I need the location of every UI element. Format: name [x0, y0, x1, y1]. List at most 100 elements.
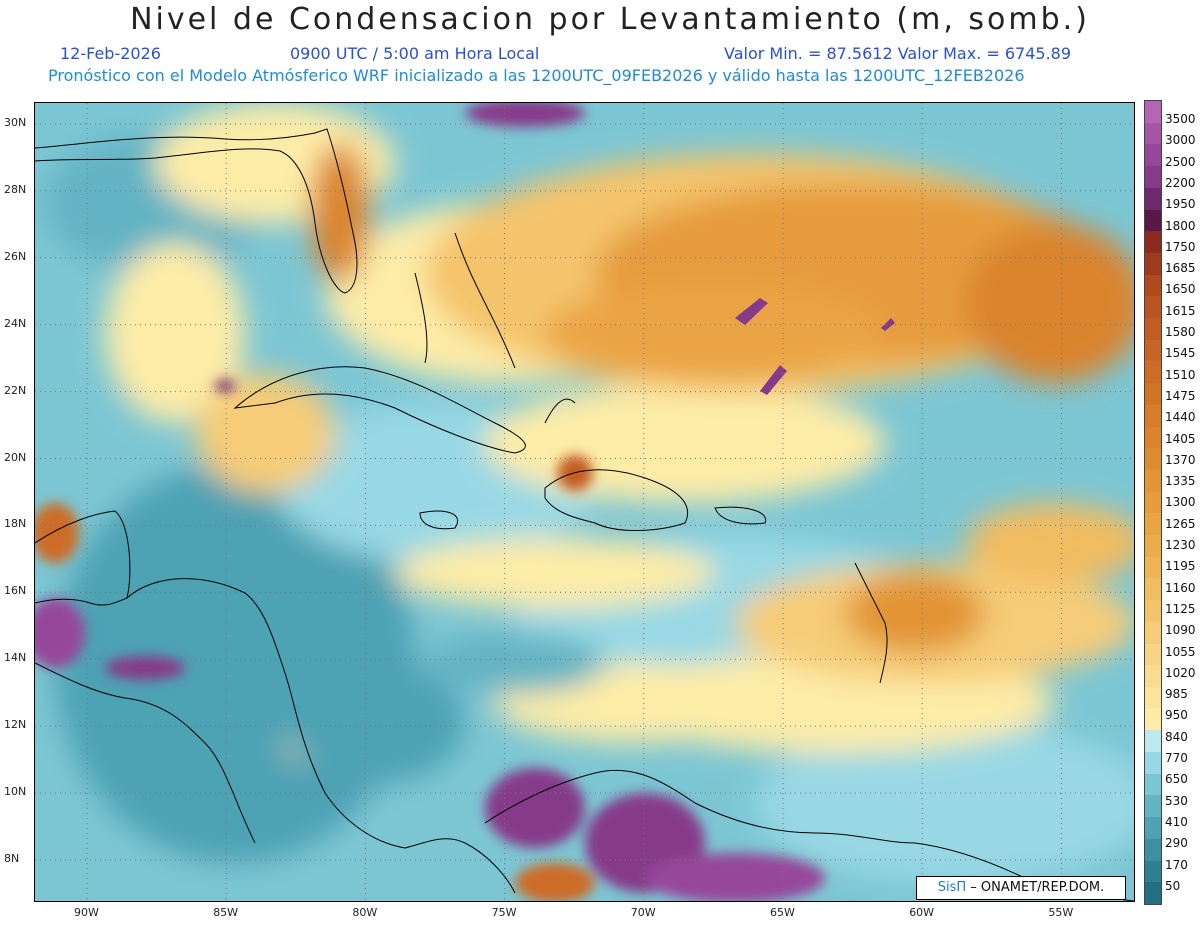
lat-label: 30N — [4, 116, 27, 129]
time-label: 0900 UTC / 5:00 am Hora Local — [290, 44, 540, 63]
colorbar-label: 1230 — [1165, 538, 1196, 552]
credit-box: SisΠ – ONAMET/REP.DOM. — [916, 876, 1126, 900]
colorbar-segment — [1145, 882, 1161, 905]
colorbar-label: 1475 — [1165, 388, 1196, 403]
colorbar-label: 1650 — [1165, 282, 1196, 297]
colorbar — [1144, 100, 1162, 905]
colorbar-segment — [1145, 404, 1161, 428]
colorbar-segment — [1145, 318, 1161, 341]
lcl-extremes — [35, 103, 825, 901]
colorbar-label: 1055 — [1165, 644, 1196, 659]
colorbar-segment — [1145, 795, 1161, 818]
patch-b — [760, 365, 787, 395]
colorbar-label: 1750 — [1165, 239, 1196, 254]
colorbar-label: 2500 — [1165, 154, 1196, 169]
colorbar-label: 2200 — [1165, 175, 1196, 190]
date-label: 12-Feb-2026 — [60, 44, 161, 63]
colorbar-segment — [1145, 578, 1161, 601]
colorbar-segment — [1145, 296, 1161, 319]
colorbar-segment — [1145, 773, 1161, 796]
colorbar-label: 1335 — [1165, 474, 1196, 489]
colorbar-label: 650 — [1165, 772, 1188, 787]
colorbar-label: 1545 — [1165, 346, 1196, 361]
colorbar-segment — [1145, 817, 1161, 840]
colorbar-segment — [1145, 166, 1161, 189]
colorbar-label: 410 — [1165, 814, 1188, 829]
colorbar-segment — [1145, 491, 1161, 514]
colorbar-label: 1370 — [1165, 452, 1196, 467]
colorbar-label: 3000 — [1165, 133, 1196, 148]
colorbar-segment — [1145, 730, 1161, 753]
minmax-label: Valor Min. = 87.5612 Valor Max. = 6745.8… — [724, 44, 1072, 63]
page-title: Nivel de Condensacion por Levantamiento … — [130, 2, 1090, 37]
colorbar-segment — [1145, 535, 1161, 558]
credit-brand: SisΠ — [937, 880, 967, 895]
colorbar-label: 1195 — [1165, 559, 1196, 574]
patch-c — [881, 318, 895, 331]
lat-label: 22N — [4, 383, 27, 397]
colorbar-segment — [1145, 122, 1161, 145]
colorbar-label: 1405 — [1165, 431, 1196, 446]
colorbar-label: 950 — [1165, 708, 1188, 723]
colorbar-label: 50 — [1165, 878, 1181, 893]
colorbar-label: 840 — [1165, 729, 1188, 744]
colorbar-segment — [1145, 621, 1161, 645]
lon-label: 75W — [491, 906, 517, 919]
colorbar-label: 1265 — [1165, 516, 1196, 531]
colorbar-segment — [1145, 144, 1161, 167]
colorbar-segment — [1145, 426, 1161, 449]
lat-label: 8N — [4, 851, 20, 865]
lon-label: 90W — [74, 906, 99, 919]
forecast-label: Pronóstico con el Modelo Atmósferico WRF… — [48, 66, 1025, 85]
colorbar-segment — [1145, 361, 1161, 384]
colorbar-label: 1440 — [1165, 410, 1196, 425]
lon-label: 55W — [1048, 906, 1074, 919]
lat-label: 12N — [4, 718, 27, 732]
colorbar-segment — [1145, 708, 1161, 731]
colorbar-segment — [1145, 448, 1161, 471]
map-panel — [34, 102, 1135, 902]
colorbar-label: 290 — [1165, 836, 1188, 851]
lon-label: 60W — [909, 906, 935, 919]
colorbar-segment — [1145, 231, 1161, 254]
graticule — [35, 103, 1134, 901]
lat-label: 16N — [4, 584, 27, 598]
colorbar-segment — [1145, 274, 1161, 297]
colorbar-label: 1950 — [1165, 197, 1196, 212]
lat-label: 24N — [4, 316, 27, 330]
patch-a — [735, 298, 768, 325]
colorbar-segment — [1145, 643, 1161, 666]
colorbar-label: 1300 — [1165, 495, 1196, 510]
colorbar-segment — [1145, 187, 1161, 210]
colorbar-label: 985 — [1165, 687, 1188, 702]
lat-label: 20N — [4, 450, 27, 464]
lat-label: 26N — [4, 249, 27, 263]
colorbar-segment — [1145, 252, 1161, 276]
colorbar-segment — [1145, 513, 1161, 536]
colorbar-segment — [1145, 556, 1161, 579]
colorbar-segment — [1145, 339, 1161, 362]
colorbar-label: 530 — [1165, 793, 1188, 808]
lat-label: 14N — [4, 651, 27, 665]
colorbar-segment — [1145, 383, 1161, 406]
lon-label: 85W — [213, 906, 239, 919]
lat-label: 28N — [4, 182, 27, 196]
colorbar-label: 1800 — [1165, 218, 1196, 233]
colorbar-label: 1615 — [1165, 303, 1196, 318]
colorbar-segment — [1145, 209, 1161, 232]
colorbar-segment — [1145, 665, 1161, 688]
lon-label: 70W — [630, 906, 656, 919]
credit-text: – ONAMET/REP.DOM. — [966, 880, 1105, 895]
lat-label: 10N — [4, 785, 27, 798]
map-canvas — [35, 103, 1134, 901]
lat-label: 18N — [4, 517, 27, 531]
lon-label: 65W — [770, 906, 795, 919]
colorbar-label: 170 — [1165, 857, 1188, 872]
colorbar-label: 1160 — [1165, 580, 1196, 595]
colorbar-label: 1125 — [1165, 601, 1196, 616]
colorbar-segment — [1145, 101, 1161, 124]
colorbar-label: 1510 — [1165, 367, 1196, 382]
colorbar-label: 1090 — [1165, 623, 1196, 638]
colorbar-segment — [1145, 469, 1161, 493]
colorbar-label: 3500 — [1165, 112, 1196, 126]
